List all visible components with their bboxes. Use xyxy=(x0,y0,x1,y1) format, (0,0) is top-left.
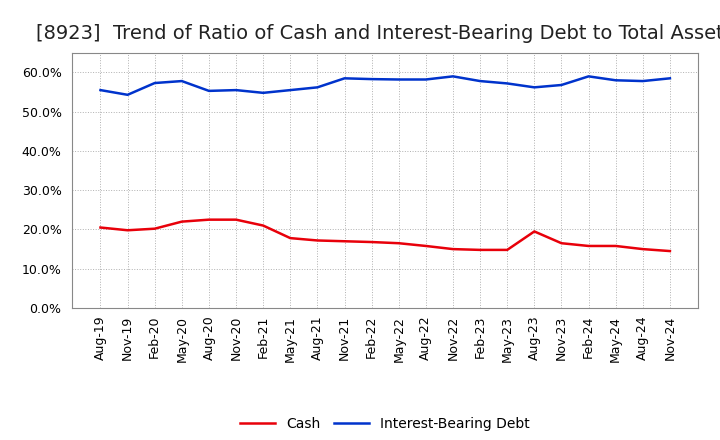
Cash xyxy=(584,243,593,249)
Cash xyxy=(259,223,268,228)
Cash xyxy=(611,243,620,249)
Line: Interest-Bearing Debt: Interest-Bearing Debt xyxy=(101,77,670,95)
Cash xyxy=(665,249,674,254)
Interest-Bearing Debt xyxy=(178,78,186,84)
Cash xyxy=(449,246,457,252)
Cash xyxy=(421,243,430,249)
Interest-Bearing Debt xyxy=(341,76,349,81)
Cash xyxy=(178,219,186,224)
Interest-Bearing Debt xyxy=(503,81,511,86)
Cash xyxy=(286,235,294,241)
Interest-Bearing Debt xyxy=(313,85,322,90)
Interest-Bearing Debt xyxy=(639,78,647,84)
Interest-Bearing Debt xyxy=(665,76,674,81)
Line: Cash: Cash xyxy=(101,220,670,251)
Cash xyxy=(204,217,213,222)
Interest-Bearing Debt xyxy=(395,77,403,82)
Interest-Bearing Debt xyxy=(611,77,620,83)
Cash xyxy=(313,238,322,243)
Cash xyxy=(96,225,105,230)
Cash xyxy=(232,217,240,222)
Cash xyxy=(123,227,132,233)
Interest-Bearing Debt xyxy=(232,88,240,93)
Legend: Cash, Interest-Bearing Debt: Cash, Interest-Bearing Debt xyxy=(235,412,536,437)
Cash xyxy=(476,247,485,253)
Interest-Bearing Debt xyxy=(584,74,593,79)
Cash xyxy=(367,239,376,245)
Interest-Bearing Debt xyxy=(449,74,457,79)
Interest-Bearing Debt xyxy=(530,85,539,90)
Interest-Bearing Debt xyxy=(421,77,430,82)
Interest-Bearing Debt xyxy=(259,90,268,95)
Interest-Bearing Debt xyxy=(286,88,294,93)
Cash xyxy=(530,229,539,234)
Cash xyxy=(503,247,511,253)
Interest-Bearing Debt xyxy=(476,78,485,84)
Interest-Bearing Debt xyxy=(367,77,376,82)
Cash xyxy=(639,246,647,252)
Cash xyxy=(341,238,349,244)
Interest-Bearing Debt xyxy=(123,92,132,97)
Cash xyxy=(557,241,566,246)
Interest-Bearing Debt xyxy=(204,88,213,94)
Cash xyxy=(395,241,403,246)
Cash xyxy=(150,226,159,231)
Interest-Bearing Debt xyxy=(150,81,159,86)
Interest-Bearing Debt xyxy=(96,88,105,93)
Interest-Bearing Debt xyxy=(557,82,566,88)
Title: [8923]  Trend of Ratio of Cash and Interest-Bearing Debt to Total Assets: [8923] Trend of Ratio of Cash and Intere… xyxy=(36,24,720,43)
